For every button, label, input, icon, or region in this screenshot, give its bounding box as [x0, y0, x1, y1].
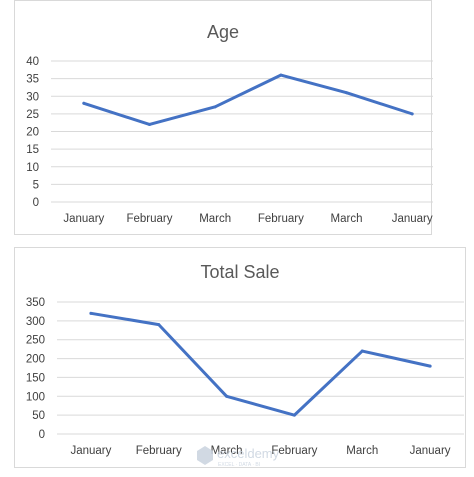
x-tick-label: February — [271, 445, 317, 457]
x-tick-label: March — [346, 445, 378, 457]
data-point — [225, 394, 229, 398]
y-tick-label: 30 — [26, 91, 39, 103]
x-tick-label: January — [410, 445, 451, 457]
y-tick-label: 40 — [26, 56, 39, 68]
y-tick-label: 300 — [26, 316, 45, 328]
x-tick-label: March — [331, 213, 363, 225]
data-point — [360, 349, 364, 353]
x-tick-label: February — [136, 445, 182, 457]
y-tick-label: 10 — [26, 162, 39, 174]
data-point — [213, 105, 217, 109]
watermark-tagline: EXCEL · DATA · BI — [218, 462, 260, 468]
x-tick-label: February — [258, 213, 304, 225]
age-y-axis: 0 5 10 15 20 25 30 35 40 — [26, 56, 39, 209]
y-tick-label: 25 — [26, 109, 39, 121]
logo-icon — [197, 446, 213, 465]
data-point — [292, 413, 296, 417]
total-sale-chart-svg: Total Sale 0 50 100 150 200 250 300 350 January… — [26, 262, 464, 468]
y-tick-label: 50 — [32, 410, 45, 422]
x-tick-label: February — [126, 213, 172, 225]
total-sale-data-points — [89, 311, 432, 417]
x-tick-label: March — [199, 213, 231, 225]
data-point — [345, 91, 348, 95]
age-chart: Age 0 5 10 15 20 25 30 35 40 January February Marc… — [14, 0, 433, 235]
data-point — [279, 73, 283, 77]
y-tick-label: 0 — [39, 429, 45, 441]
age-chart-svg: Age 0 5 10 15 20 25 30 35 40 January February Marc… — [26, 22, 433, 225]
x-tick-label: January — [63, 213, 104, 225]
y-tick-label: 100 — [26, 391, 45, 403]
watermark: exceldemy EXCEL · DATA · BI — [197, 446, 280, 468]
data-point — [428, 364, 432, 368]
age-chart-title: Age — [207, 22, 239, 42]
total-sale-grid — [57, 301, 464, 435]
y-tick-label: 200 — [26, 354, 45, 366]
x-tick-label: January — [392, 213, 433, 225]
age-data-points — [82, 73, 414, 126]
total-sale-x-axis: January February March February March January — [70, 445, 450, 457]
data-point — [89, 311, 93, 315]
y-tick-label: 150 — [26, 372, 45, 384]
y-tick-label: 15 — [26, 144, 39, 156]
total-sale-series-line — [89, 311, 432, 417]
age-x-axis: January February March February March January — [63, 213, 432, 225]
data-point — [82, 101, 86, 105]
y-tick-label: 250 — [26, 335, 45, 347]
y-tick-label: 350 — [26, 297, 45, 309]
data-point — [148, 122, 151, 126]
watermark-brand: exceldemy — [217, 446, 280, 461]
x-tick-label: March — [211, 445, 243, 457]
y-tick-label: 20 — [26, 127, 39, 139]
total-sale-y-axis: 0 50 100 150 200 250 300 350 — [26, 297, 45, 441]
y-tick-label: 5 — [33, 179, 39, 191]
data-point — [157, 323, 161, 327]
total-sale-chart: Total Sale 0 50 100 150 200 250 300 350 January… — [14, 247, 466, 468]
age-grid — [51, 60, 433, 203]
age-series-line — [82, 73, 414, 126]
y-tick-label: 0 — [33, 197, 39, 209]
total-sale-chart-title: Total Sale — [200, 262, 279, 282]
y-tick-label: 35 — [26, 74, 39, 86]
x-tick-label: January — [70, 445, 111, 457]
data-point — [410, 112, 414, 116]
